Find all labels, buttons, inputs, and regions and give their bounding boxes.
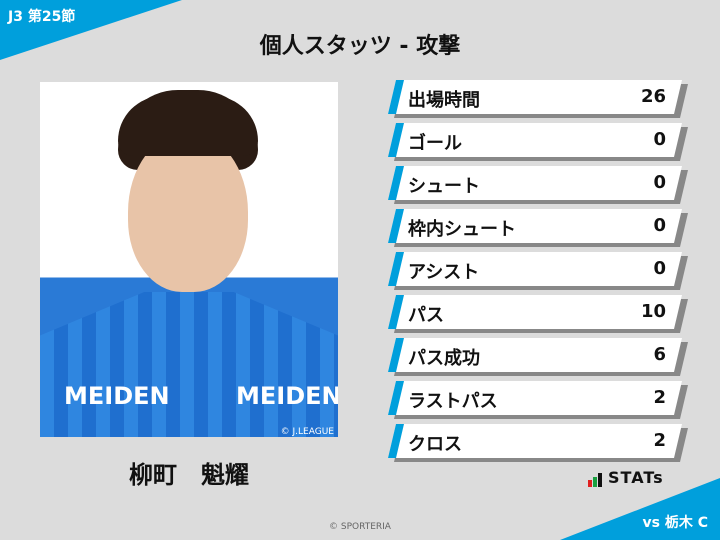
stat-value: 2 [653,387,666,408]
stats-logo-icon [588,473,602,487]
stat-label: シュート [408,176,480,197]
row-bar [388,338,682,372]
stat-row: ラストパス 2 [388,381,688,417]
stat-label: ラストパス [408,391,498,412]
stat-label: クロス [408,434,462,455]
stat-row: 枠内シュート 0 [388,209,688,245]
stat-value: 2 [653,430,666,451]
stat-label: アシスト [408,262,480,283]
row-bar [388,381,682,415]
row-bar [388,424,682,458]
stat-row: アシスト 0 [388,252,688,288]
copyright: © SPORTERIA [329,522,391,532]
row-bar [388,123,682,157]
stat-value: 0 [653,129,666,150]
photo-credit: © J.LEAGUE [280,427,334,437]
face [128,132,248,292]
round-label: J3 第25節 [8,9,76,25]
stat-label: ゴール [408,133,462,154]
row-bar [388,209,682,243]
stat-value: 0 [653,172,666,193]
brand-label: STATs [608,468,664,487]
stat-row: ゴール 0 [388,123,688,159]
stat-row: シュート 0 [388,166,688,202]
stat-label: パス [408,305,444,326]
sponsor-logo: MEIDEN [236,382,338,410]
stat-row: パス成功 6 [388,338,688,374]
stat-value: 0 [653,215,666,236]
sponsor-logo: MEIDEN [64,382,170,410]
hair-fringe [118,96,258,156]
stat-row: クロス 2 [388,424,688,460]
opponent-label: vs 栃木 C [642,515,708,531]
stat-row: パス 10 [388,295,688,331]
stat-value: 0 [653,258,666,279]
player-photo: MEIDEN MEIDEN © J.LEAGUE [40,82,338,437]
row-bar [388,166,682,200]
jersey [40,292,338,437]
stat-value: 6 [653,344,666,365]
stat-row: 出場時間 26 [388,80,688,116]
stats-brand: STATs [588,468,664,487]
stat-label: 出場時間 [408,90,480,111]
row-bar [388,252,682,286]
stat-label: 枠内シュート [408,219,516,240]
stat-value: 26 [640,86,666,107]
stat-value: 10 [640,301,666,322]
page-title: 個人スタッツ - 攻撃 [259,34,461,59]
row-bar [388,295,682,329]
row-bar [388,80,682,114]
player-name: 柳町 魁耀 [129,461,249,489]
stat-label: パス成功 [408,348,480,369]
